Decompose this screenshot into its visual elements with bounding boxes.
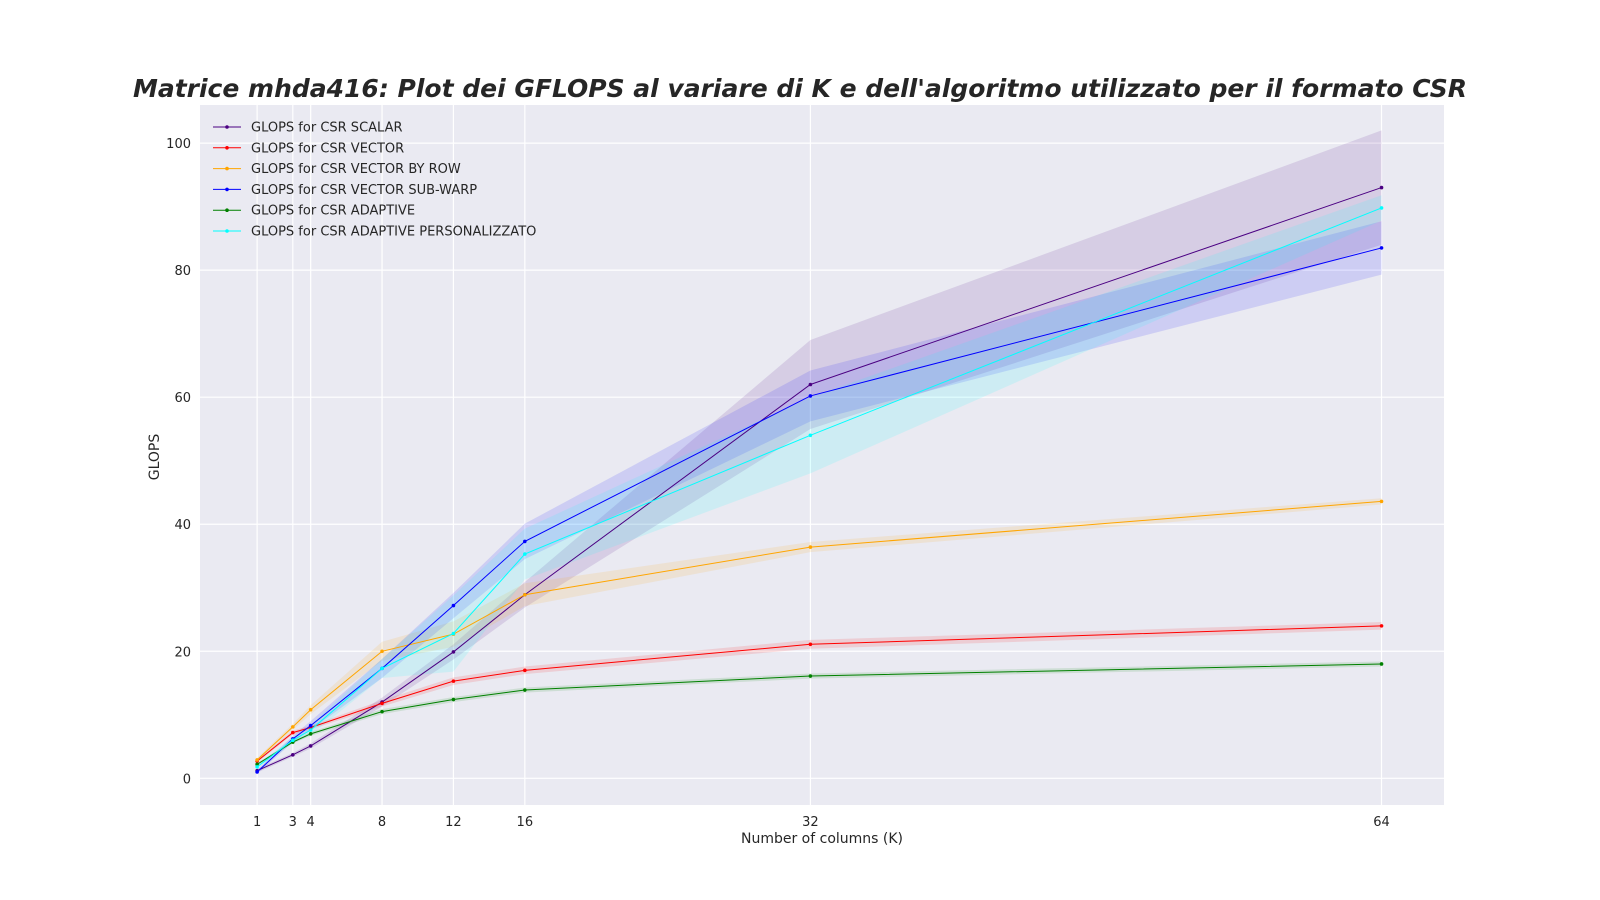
x-tick-labels: 1 3 4 8 12 16 32 64 <box>253 815 1390 830</box>
data-point <box>523 552 527 556</box>
series-line <box>256 247 1382 773</box>
legend-entry: GLOPS for CSR VECTOR BY ROW <box>251 162 461 177</box>
y-tick-label: 100 <box>166 137 191 152</box>
data-point <box>308 728 313 732</box>
data-point <box>523 592 527 597</box>
data-point <box>308 732 313 736</box>
data-point <box>380 709 384 714</box>
data-point <box>291 730 295 735</box>
legend-marker <box>225 125 229 129</box>
legend-marker <box>225 229 229 233</box>
x-tick-label: 8 <box>378 815 386 830</box>
y-axis-label: GLOPS <box>147 434 163 481</box>
data-point <box>291 725 295 729</box>
data-point <box>808 674 813 678</box>
data-point <box>255 770 259 774</box>
data-point <box>808 642 813 647</box>
x-tick-label: 1 <box>253 815 261 830</box>
legend-entry: GLOPS for CSR VECTOR <box>251 141 404 156</box>
x-axis-label: Number of columns (K) <box>741 831 903 847</box>
series-line <box>256 187 1382 772</box>
data-point <box>523 668 527 673</box>
data-point <box>255 765 259 769</box>
y-tick-label: 20 <box>174 645 191 660</box>
y-tick-labels: 0 20 40 60 80 100 <box>166 137 191 787</box>
legend-entry: GLOPS for CSR ADAPTIVE PERSONALIZZATO <box>251 225 536 240</box>
data-point <box>291 738 295 743</box>
data-point <box>808 545 813 549</box>
grid <box>200 105 1444 805</box>
data-point <box>255 758 259 762</box>
legend: GLOPS for CSR SCALAR GLOPS for CSR VECTOR… <box>213 121 536 240</box>
plot-background <box>200 105 1444 805</box>
data-point <box>380 701 384 706</box>
data-point <box>451 650 456 654</box>
legend-marker <box>225 208 229 212</box>
y-tick-label: 0 <box>183 772 191 787</box>
legend-entry: GLOPS for CSR SCALAR <box>251 121 403 136</box>
confidence-bands <box>257 130 1382 774</box>
series-band <box>257 195 1382 769</box>
data-point <box>291 753 295 757</box>
x-tick-label: 4 <box>307 815 315 830</box>
data-point <box>451 697 456 702</box>
legend-entry: GLOPS for CSR ADAPTIVE <box>251 204 415 219</box>
data-point <box>308 744 313 748</box>
series-line <box>256 207 1382 768</box>
y-tick-label: 80 <box>174 264 191 279</box>
data-point <box>255 762 259 767</box>
series-line <box>256 663 1382 765</box>
data-point <box>451 631 456 636</box>
x-tick-label: 64 <box>1373 815 1390 830</box>
data-point <box>808 382 813 387</box>
data-point <box>308 707 313 712</box>
y-tick-label: 60 <box>174 391 191 406</box>
series-band <box>257 130 1382 773</box>
legend-entry: GLOPS for CSR VECTOR SUB-WARP <box>251 183 477 198</box>
data-point <box>523 539 527 544</box>
series-lines <box>255 185 1384 774</box>
x-tick-label: 32 <box>802 815 819 830</box>
series-band <box>257 661 1382 766</box>
data-point <box>380 649 384 654</box>
series-band <box>257 498 1382 762</box>
data-point <box>451 603 456 608</box>
data-point <box>451 679 456 683</box>
x-tick-label: 12 <box>445 815 462 830</box>
data-point <box>523 688 527 692</box>
y-tick-label: 40 <box>174 518 191 533</box>
x-tick-label: 16 <box>517 815 534 830</box>
data-point <box>808 433 813 438</box>
legend-marker <box>225 166 229 171</box>
data-point <box>1379 662 1384 666</box>
data-point <box>808 394 813 398</box>
series-line <box>256 500 1382 761</box>
series-line <box>256 625 1382 762</box>
data-point <box>1379 499 1384 504</box>
data-point <box>1379 624 1384 628</box>
legend-marker <box>225 187 229 192</box>
chart-title: Matrice mhda416: Plot dei GFLOPS al vari… <box>132 74 1468 103</box>
data-point <box>380 666 384 671</box>
data-point <box>1379 246 1384 250</box>
series-band <box>257 221 1382 774</box>
legend-marker <box>225 146 229 150</box>
data-point <box>1379 185 1384 190</box>
x-tick-label: 3 <box>289 815 297 830</box>
data-point <box>308 723 313 728</box>
data-point <box>1379 206 1384 210</box>
